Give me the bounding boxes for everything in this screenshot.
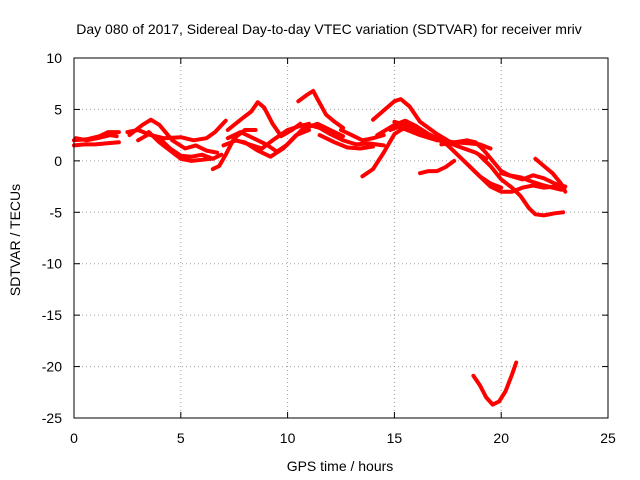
series-line-arc-25 bbox=[477, 153, 566, 218]
y-tick-label: 5 bbox=[54, 101, 62, 117]
series-line-arc-24 bbox=[467, 164, 566, 194]
series-line-arc-08 bbox=[210, 128, 258, 172]
y-tick-label: -15 bbox=[42, 307, 62, 323]
chart-title: Day 080 of 2017, Sidereal Day-to-day VTE… bbox=[76, 21, 581, 37]
x-tick-label: 15 bbox=[387, 430, 403, 446]
x-tick-label: 0 bbox=[70, 430, 78, 446]
x-tick-label: 5 bbox=[177, 430, 185, 446]
series-line-arc-03 bbox=[74, 133, 119, 143]
y-tick-label: 0 bbox=[54, 153, 62, 169]
series-line-arc-18 bbox=[371, 97, 457, 147]
series-line-arc-05 bbox=[127, 117, 220, 155]
y-tick-label: -5 bbox=[50, 204, 63, 220]
y-axis-ticks: 10 5 0 -5 -10 -15 -20 -25 bbox=[42, 50, 608, 426]
data-series bbox=[72, 88, 568, 407]
x-axis-ticks: 0 5 10 15 20 25 bbox=[70, 58, 616, 446]
series-line-arc-17 bbox=[360, 122, 414, 179]
series-line-arc-15 bbox=[317, 133, 375, 151]
y-axis-label: SDTVAR / TECUs bbox=[7, 184, 23, 296]
y-tick-label: -10 bbox=[42, 256, 62, 272]
x-tick-label: 10 bbox=[280, 430, 296, 446]
series-line-arc-09 bbox=[225, 100, 303, 139]
series-line-arc-07 bbox=[146, 130, 213, 163]
series-line-arc-16 bbox=[339, 128, 386, 143]
series-line-arc-26 bbox=[499, 171, 568, 189]
grid-lines bbox=[74, 58, 608, 418]
y-tick-label: 10 bbox=[46, 50, 62, 66]
series-line-arc-28 bbox=[471, 360, 519, 407]
series-line-arc-22 bbox=[418, 158, 457, 176]
series-line-arc-27 bbox=[533, 156, 568, 194]
x-tick-label: 20 bbox=[493, 430, 509, 446]
series-line-arc-23 bbox=[439, 138, 563, 192]
series-line-arc-04 bbox=[125, 118, 228, 143]
y-tick-label: -25 bbox=[42, 410, 62, 426]
series-line-arc-19 bbox=[375, 118, 489, 161]
series-line-arc-14 bbox=[307, 122, 386, 148]
x-tick-label: 25 bbox=[600, 430, 616, 446]
x-axis-label: GPS time / hours bbox=[287, 458, 394, 474]
y-tick-label: -20 bbox=[42, 359, 62, 375]
plot-frame bbox=[73, 57, 609, 419]
series-line-arc-12 bbox=[232, 128, 311, 159]
series-line-arc-01 bbox=[72, 140, 121, 148]
series-line-arc-13 bbox=[296, 88, 346, 130]
